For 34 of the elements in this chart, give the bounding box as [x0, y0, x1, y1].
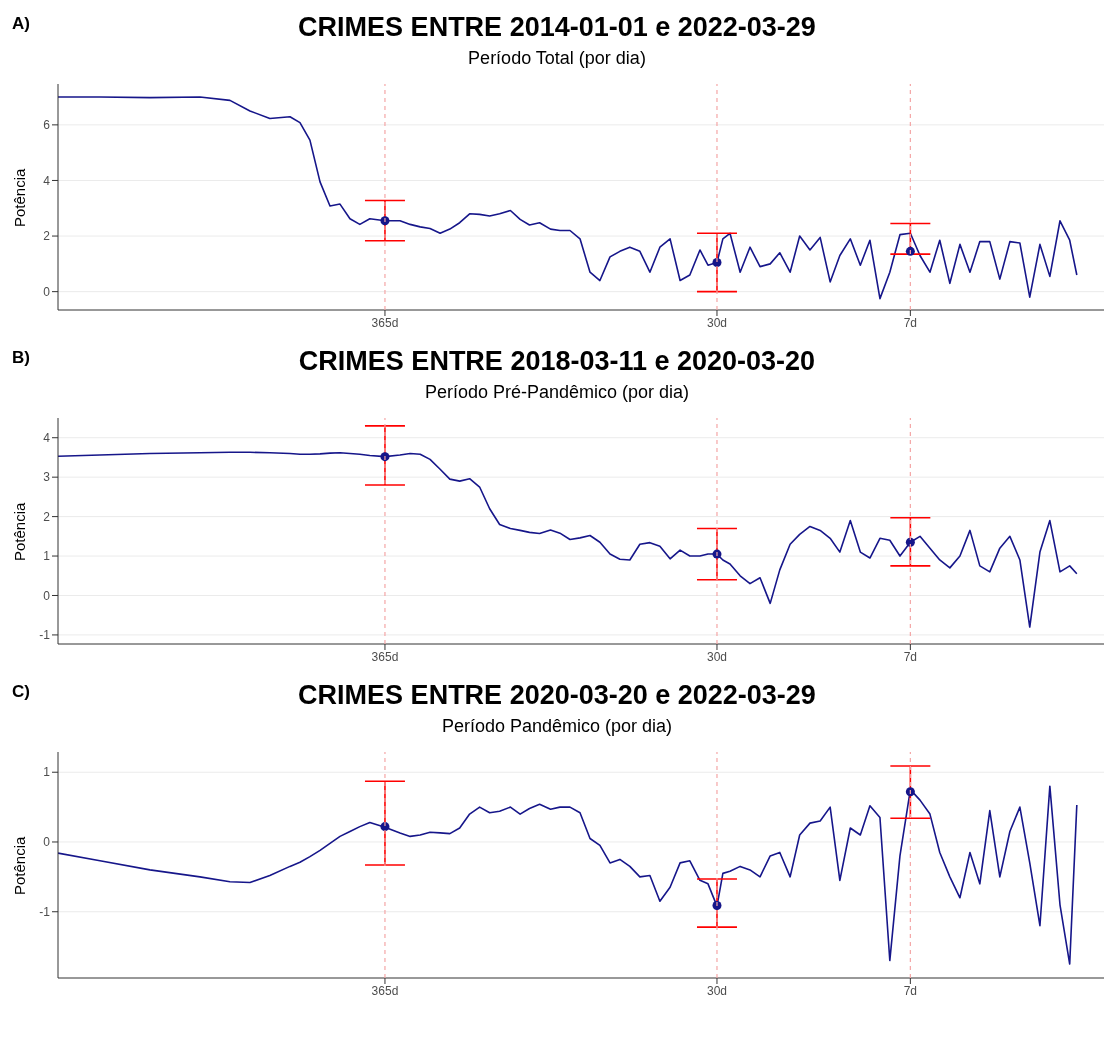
x-tick-label: 30d	[706, 983, 727, 998]
y-tick-label: 4	[43, 430, 51, 445]
chart-subtitle: Período Total (por dia)	[467, 48, 647, 70]
y-axis-title: Potência	[11, 501, 29, 561]
y-tick-label: 6	[43, 118, 51, 133]
y-axis-title: Potência	[11, 167, 29, 227]
x-tick-label: 7d	[903, 983, 918, 998]
x-tick-label: 30d	[706, 649, 727, 664]
text: A)	[12, 14, 30, 34]
y-tick-label: 0	[43, 284, 51, 299]
y-tick-label: 1	[43, 549, 51, 564]
y-tick-label: 2	[43, 229, 51, 244]
chart-title: CRIMES ENTRE 2020-03-20 e 2022-03-29	[298, 680, 816, 710]
x-tick-label: 7d	[903, 649, 918, 664]
y-axis-title: Potência	[11, 835, 29, 895]
y-tick-label: 2	[43, 509, 51, 524]
x-tick-label: 7d	[903, 315, 918, 330]
y-tick-label: 1	[43, 765, 51, 780]
chart-subtitle: Período Pré-Pandêmico (por dia)	[423, 382, 691, 404]
y-tick-label: 0	[43, 588, 51, 603]
chart-title: CRIMES ENTRE 2014-01-01 e 2022-03-29	[298, 12, 816, 42]
text: C)	[12, 682, 30, 702]
chart-subtitle: Período Pandêmico (por dia)	[440, 716, 674, 738]
x-tick-label: 365d	[371, 315, 399, 330]
x-tick-label: 365d	[371, 983, 399, 998]
y-tick-label: 4	[43, 173, 51, 188]
x-tick-label: 365d	[371, 649, 399, 664]
y-tick-label: -1	[39, 628, 51, 643]
x-tick-label: 30d	[706, 315, 727, 330]
chart-title: CRIMES ENTRE 2018-03-11 e 2020-03-20	[298, 346, 816, 376]
text: B)	[12, 348, 30, 368]
y-tick-label: -1	[39, 904, 51, 919]
y-tick-label: 0	[43, 835, 51, 850]
y-tick-label: 3	[43, 470, 51, 485]
